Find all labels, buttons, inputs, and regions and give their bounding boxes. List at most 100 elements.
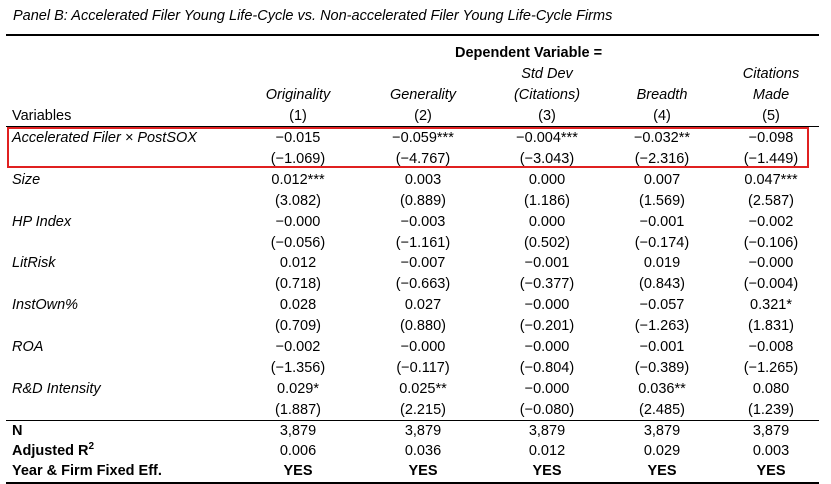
footer-value-cell: 0.029: [643, 443, 681, 460]
footer-label-text: Year & Firm Fixed Eff.: [12, 463, 162, 480]
header-rule: [6, 126, 819, 127]
footer-value-cell: YES: [408, 463, 438, 480]
t-stat-cell: (2.587): [748, 192, 794, 209]
t-stat-cell: (−1.356): [270, 359, 326, 376]
col-5-header-line1: Citations: [742, 66, 800, 82]
t-stat-cell: (−0.080): [519, 401, 575, 418]
t-stat-cell: (−0.004): [743, 276, 799, 293]
footer-label-text: N: [12, 423, 23, 439]
coefficient-cell: −0.007: [400, 255, 446, 272]
col-5-number: (5): [762, 108, 780, 124]
highlight-box: [7, 127, 809, 168]
coefficient-cell: −0.057: [639, 297, 685, 314]
col-3-header-line2: (Citations): [513, 87, 581, 103]
t-stat-cell: (−2.316): [634, 150, 690, 167]
row-label: R&D Intensity: [12, 380, 101, 397]
dependent-variable-header: Dependent Variable =: [455, 45, 603, 61]
t-stat-cell: (−0.804): [519, 359, 575, 376]
t-stat-cell: (−0.663): [395, 276, 451, 293]
t-stat-cell: (0.843): [639, 276, 685, 293]
coefficient-cell: −0.098: [748, 130, 794, 146]
coefficient-cell: −0.002: [748, 213, 794, 230]
col-4-header: Breadth: [636, 87, 688, 103]
t-stat-cell: (−3.043): [519, 150, 575, 167]
t-stat-cell: (−1.265): [743, 359, 799, 376]
coefficient-cell: 0.012: [279, 255, 317, 272]
t-stat-cell: (1.239): [748, 401, 794, 418]
footer-value-cell: YES: [756, 463, 786, 480]
coefficient-cell: −0.059***: [392, 130, 454, 146]
row-label: LitRisk: [12, 255, 56, 272]
coefficient-cell: 0.007: [643, 171, 681, 188]
t-stat-cell: (−1.449): [743, 150, 799, 167]
footer-value-cell: YES: [647, 463, 677, 480]
footer-label-text: Adjusted R: [12, 443, 89, 460]
coefficient-cell: 0.019: [643, 255, 681, 272]
coefficient-cell: 0.025**: [399, 380, 447, 397]
coefficient-cell: −0.000: [524, 297, 570, 314]
row-label: Size: [12, 171, 41, 188]
col-3-number: (3): [538, 108, 556, 124]
coefficient-cell: −0.001: [639, 339, 685, 355]
col-1-number: (1): [289, 108, 307, 124]
footer-value-cell: 0.006: [279, 443, 317, 460]
col-4-number: (4): [653, 108, 671, 124]
coefficient-cell: −0.001: [639, 213, 685, 230]
t-stat-cell: (−1.069): [270, 150, 326, 167]
coefficient-cell: 0.003: [404, 171, 442, 188]
footer-label: Year & Firm Fixed Eff.: [12, 462, 162, 480]
t-stat-cell: (−1.161): [395, 234, 451, 251]
t-stat-cell: (0.889): [400, 192, 446, 209]
superscript: 2: [88, 441, 95, 453]
coefficient-cell: −0.004***: [516, 130, 578, 146]
t-stat-cell: (1.831): [748, 318, 794, 335]
footer-value-cell: 3,879: [528, 423, 566, 439]
coefficient-cell: −0.000: [524, 339, 570, 355]
col-2-number: (2): [414, 108, 432, 124]
bottom-rule: [6, 482, 819, 484]
t-stat-cell: (−4.767): [395, 150, 451, 167]
coefficient-cell: 0.036**: [638, 380, 686, 397]
t-stat-cell: (2.485): [639, 401, 685, 418]
coefficient-cell: −0.001: [524, 255, 570, 272]
row-label: HP Index: [12, 213, 72, 230]
row-label: ROA: [12, 339, 44, 355]
t-stat-cell: (1.569): [639, 192, 685, 209]
t-stat-cell: (−0.201): [519, 318, 575, 335]
coefficient-cell: −0.000: [400, 339, 446, 355]
t-stat-cell: (−0.389): [634, 359, 690, 376]
coefficient-cell: −0.003: [400, 213, 446, 230]
footer-value-cell: 3,879: [752, 423, 790, 439]
coefficient-cell: 0.321*: [750, 297, 792, 314]
coefficient-cell: 0.047***: [744, 171, 798, 188]
footer-value-cell: 0.036: [404, 443, 442, 460]
coefficient-cell: −0.000: [748, 255, 794, 272]
footer-value-cell: 3,879: [643, 423, 681, 439]
col-2-header: Generality: [389, 87, 457, 103]
footer-rule: [6, 420, 819, 421]
coefficient-cell: −0.008: [748, 339, 794, 355]
footer-value-cell: YES: [283, 463, 313, 480]
footer-value-cell: 0.003: [752, 443, 790, 460]
t-stat-cell: (0.718): [275, 276, 321, 293]
coefficient-cell: 0.028: [279, 297, 317, 314]
t-stat-cell: (2.215): [400, 401, 446, 418]
row-label: Accelerated Filer × PostSOX: [12, 130, 197, 146]
t-stat-cell: (−0.174): [634, 234, 690, 251]
footer-value-cell: 3,879: [279, 423, 317, 439]
t-stat-cell: (0.709): [275, 318, 321, 335]
footer-value-cell: 3,879: [404, 423, 442, 439]
t-stat-cell: (0.880): [400, 318, 446, 335]
panel-title: Panel B: Accelerated Filer Young Life-Cy…: [13, 8, 613, 24]
col-5-header-line2: Made: [752, 87, 790, 103]
top-rule: [6, 34, 819, 36]
coefficient-cell: −0.032**: [633, 130, 691, 146]
coefficient-cell: 0.027: [404, 297, 442, 314]
t-stat-cell: (1.887): [275, 401, 321, 418]
t-stat-cell: (−0.056): [270, 234, 326, 251]
coefficient-cell: −0.000: [275, 213, 321, 230]
t-stat-cell: (−0.106): [743, 234, 799, 251]
t-stat-cell: (3.082): [275, 192, 321, 209]
t-stat-cell: (−0.377): [519, 276, 575, 293]
